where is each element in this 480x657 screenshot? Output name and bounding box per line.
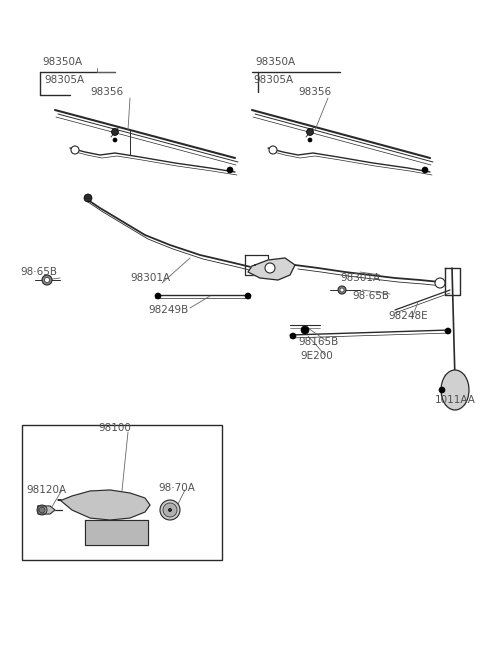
Text: 98356: 98356 [298, 87, 331, 97]
Circle shape [37, 505, 47, 515]
Circle shape [39, 507, 45, 513]
Ellipse shape [441, 370, 469, 410]
Circle shape [340, 288, 344, 292]
Circle shape [301, 326, 309, 334]
Circle shape [160, 500, 180, 520]
Text: 98301A: 98301A [340, 273, 380, 283]
Text: 98305A: 98305A [253, 75, 293, 85]
Text: 98100: 98100 [98, 423, 131, 433]
Circle shape [307, 129, 313, 135]
Text: 98·70A: 98·70A [158, 483, 195, 493]
Circle shape [155, 293, 161, 299]
Circle shape [42, 275, 52, 285]
Circle shape [71, 146, 79, 154]
Circle shape [422, 167, 428, 173]
Circle shape [168, 509, 171, 512]
Text: 98·65B: 98·65B [20, 267, 57, 277]
Text: 98350A: 98350A [42, 57, 82, 67]
Circle shape [163, 503, 177, 517]
Text: 1011AA: 1011AA [435, 395, 476, 405]
Polygon shape [248, 258, 295, 280]
Polygon shape [58, 490, 150, 520]
Circle shape [269, 146, 277, 154]
Polygon shape [85, 520, 148, 545]
Circle shape [45, 277, 49, 283]
Text: 98·65B: 98·65B [352, 291, 389, 301]
Text: 98350A: 98350A [255, 57, 295, 67]
Polygon shape [38, 506, 55, 514]
Circle shape [439, 387, 445, 393]
Text: 98120A: 98120A [26, 485, 66, 495]
Circle shape [84, 194, 92, 202]
Text: 98248E: 98248E [388, 311, 428, 321]
Text: 98356: 98356 [90, 87, 123, 97]
Text: 98301A: 98301A [130, 273, 170, 283]
Circle shape [265, 263, 275, 273]
Circle shape [111, 129, 119, 135]
Circle shape [113, 138, 117, 142]
Circle shape [308, 138, 312, 142]
Text: 98305A: 98305A [44, 75, 84, 85]
Text: 98249B: 98249B [148, 305, 188, 315]
Circle shape [290, 333, 296, 339]
Circle shape [445, 328, 451, 334]
Circle shape [227, 167, 233, 173]
Text: 98165B: 98165B [298, 337, 338, 347]
Circle shape [245, 293, 251, 299]
Circle shape [435, 278, 445, 288]
Text: 9E200: 9E200 [300, 351, 333, 361]
Circle shape [338, 286, 346, 294]
